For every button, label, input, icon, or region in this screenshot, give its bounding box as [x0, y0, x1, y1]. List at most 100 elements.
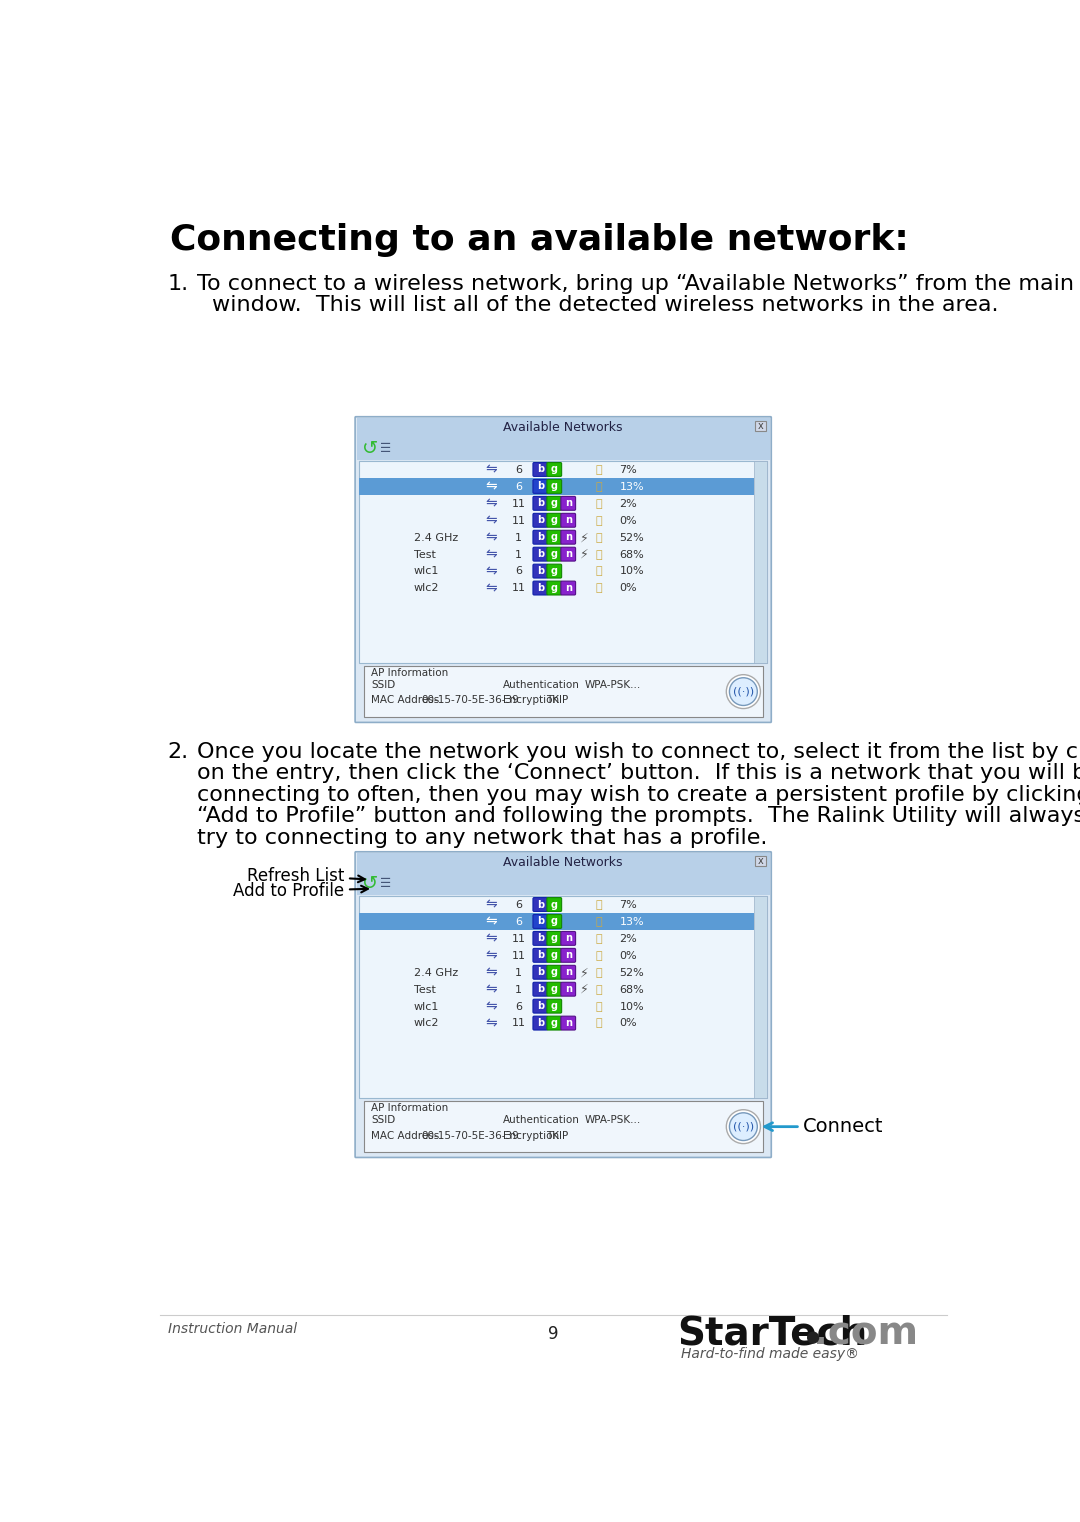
Text: 6: 6 — [515, 916, 522, 927]
Text: 🔑: 🔑 — [595, 549, 602, 560]
Text: b: b — [537, 916, 544, 927]
Text: ↺: ↺ — [362, 874, 378, 893]
Text: g: g — [551, 900, 557, 910]
Text: b: b — [537, 1018, 544, 1027]
FancyBboxPatch shape — [532, 965, 548, 979]
Text: 11: 11 — [512, 951, 526, 960]
Text: ⇋: ⇋ — [486, 965, 497, 980]
Circle shape — [729, 1113, 757, 1140]
Bar — [359, 896, 768, 1099]
Text: ⇋: ⇋ — [486, 565, 497, 578]
FancyBboxPatch shape — [561, 513, 576, 527]
FancyBboxPatch shape — [532, 1000, 548, 1014]
Text: To connect to a wireless network, bring up “Available Networks” from the main: To connect to a wireless network, bring … — [197, 274, 1074, 294]
Text: 🔑: 🔑 — [595, 464, 602, 475]
Text: 9: 9 — [549, 1326, 558, 1344]
FancyBboxPatch shape — [561, 948, 576, 962]
FancyBboxPatch shape — [561, 530, 576, 545]
Text: b: b — [537, 464, 544, 475]
FancyBboxPatch shape — [532, 513, 548, 527]
Bar — [359, 478, 754, 495]
Text: ⇋: ⇋ — [486, 513, 497, 528]
FancyBboxPatch shape — [532, 915, 548, 928]
Circle shape — [808, 1332, 819, 1342]
Text: 🔑: 🔑 — [595, 482, 602, 492]
Text: ↺: ↺ — [362, 438, 378, 458]
Text: 2%: 2% — [619, 499, 637, 508]
Text: MAC Address: MAC Address — [372, 1131, 440, 1140]
Bar — [364, 1102, 762, 1152]
Circle shape — [729, 677, 757, 706]
Text: 10%: 10% — [619, 566, 644, 577]
Text: g: g — [551, 516, 557, 525]
Text: 11: 11 — [512, 516, 526, 525]
FancyBboxPatch shape — [355, 417, 771, 723]
Bar — [356, 872, 770, 895]
FancyBboxPatch shape — [532, 982, 548, 995]
Text: b: b — [537, 900, 544, 910]
Text: 1: 1 — [515, 985, 522, 994]
Text: 1: 1 — [515, 968, 522, 977]
Text: 1.: 1. — [167, 274, 189, 294]
Text: Encryption: Encryption — [503, 1131, 559, 1140]
Text: StarTech: StarTech — [677, 1315, 867, 1353]
Text: 7%: 7% — [619, 900, 637, 910]
Bar — [364, 667, 762, 717]
Text: g: g — [551, 583, 557, 594]
Text: g: g — [551, 1001, 557, 1011]
Text: ⇋: ⇋ — [486, 1000, 497, 1014]
FancyBboxPatch shape — [561, 496, 576, 510]
Text: b: b — [537, 566, 544, 577]
Text: ⇋: ⇋ — [486, 496, 497, 511]
FancyBboxPatch shape — [532, 463, 548, 476]
Text: wlc2: wlc2 — [414, 1018, 440, 1029]
FancyBboxPatch shape — [546, 463, 562, 476]
FancyBboxPatch shape — [561, 965, 576, 979]
Text: 68%: 68% — [619, 549, 644, 560]
Text: 🔑: 🔑 — [595, 985, 602, 994]
Text: 52%: 52% — [619, 968, 644, 977]
Text: b: b — [537, 950, 544, 960]
FancyBboxPatch shape — [532, 931, 548, 945]
Text: ((·)): ((·)) — [733, 1122, 754, 1132]
Text: Refresh List: Refresh List — [247, 866, 365, 884]
Bar — [754, 896, 767, 1099]
Text: 10%: 10% — [619, 1001, 644, 1012]
Bar — [356, 437, 770, 460]
Text: ((·)): ((·)) — [733, 686, 754, 697]
FancyBboxPatch shape — [546, 948, 562, 962]
Text: wlc1: wlc1 — [414, 566, 440, 577]
Text: Add to Profile: Add to Profile — [233, 883, 368, 900]
FancyBboxPatch shape — [546, 548, 562, 562]
Text: x: x — [757, 855, 764, 866]
Text: 13%: 13% — [619, 482, 644, 492]
FancyBboxPatch shape — [532, 530, 548, 545]
Text: 6: 6 — [515, 566, 522, 577]
Text: 2%: 2% — [619, 935, 637, 944]
Text: 11: 11 — [512, 935, 526, 944]
Bar — [754, 461, 767, 664]
Text: 0%: 0% — [619, 1018, 637, 1029]
Text: g: g — [551, 916, 557, 927]
FancyBboxPatch shape — [546, 982, 562, 995]
Text: .com: .com — [813, 1315, 918, 1353]
Text: WPA-PSK...: WPA-PSK... — [584, 1116, 640, 1125]
Text: ⇋: ⇋ — [486, 531, 497, 545]
Text: 🔑: 🔑 — [595, 900, 602, 910]
Text: SSID: SSID — [372, 680, 395, 689]
Text: n: n — [565, 933, 571, 944]
Text: 0%: 0% — [619, 583, 637, 594]
FancyBboxPatch shape — [532, 479, 548, 493]
Text: Test: Test — [414, 985, 436, 994]
Text: 00-15-70-5E-36-39: 00-15-70-5E-36-39 — [422, 1131, 519, 1140]
Text: 🔑: 🔑 — [595, 516, 602, 525]
Text: 11: 11 — [512, 583, 526, 594]
Text: 2.4 GHz: 2.4 GHz — [414, 533, 458, 543]
Text: MAC Address: MAC Address — [372, 696, 440, 706]
Text: ⇋: ⇋ — [486, 1017, 497, 1030]
Text: n: n — [565, 1018, 571, 1027]
Text: b: b — [537, 583, 544, 594]
Text: g: g — [551, 464, 557, 475]
Text: connecting to often, then you may wish to create a persistent profile by clickin: connecting to often, then you may wish t… — [197, 785, 1080, 805]
Text: ⇋: ⇋ — [486, 479, 497, 493]
